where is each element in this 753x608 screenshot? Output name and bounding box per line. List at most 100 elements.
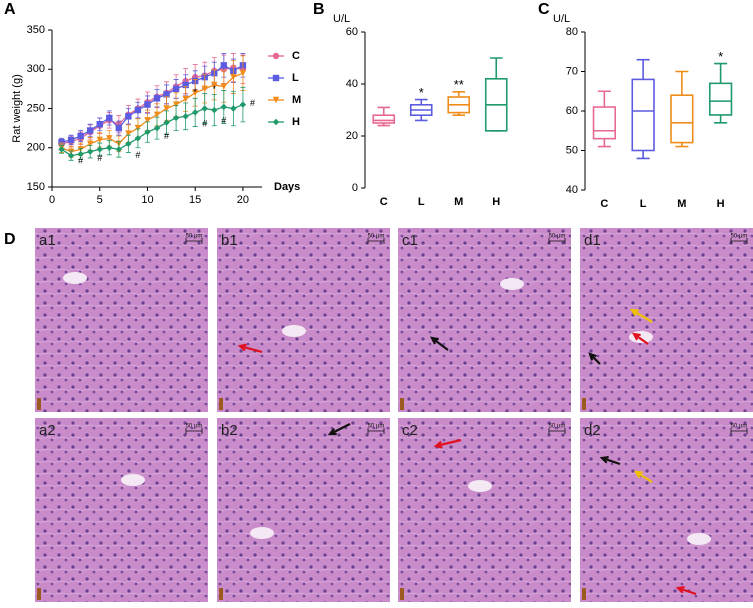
point <box>96 136 103 144</box>
y-tick-label: 350 <box>27 24 45 36</box>
y-axis-title: U/L <box>553 13 570 25</box>
vessel <box>500 278 524 290</box>
box <box>372 114 396 124</box>
point <box>86 127 94 134</box>
point <box>272 52 280 60</box>
corner-mark <box>582 588 586 600</box>
point <box>77 132 84 140</box>
point <box>115 124 123 132</box>
point <box>182 113 189 120</box>
image-label: d2 <box>584 422 601 439</box>
whisker <box>452 91 466 116</box>
whisker <box>597 90 611 148</box>
whisker <box>377 106 391 127</box>
scale-label: 50 μm <box>186 234 203 240</box>
scale-label: 50 μm <box>549 424 566 430</box>
scale-label: 50 μm <box>368 424 385 430</box>
point <box>272 74 280 82</box>
arrow <box>430 336 449 351</box>
image-label: c2 <box>402 422 418 439</box>
point <box>220 103 228 111</box>
whisker <box>414 98 428 122</box>
scale-bar <box>730 238 748 244</box>
corner-mark <box>400 588 404 600</box>
y-tick-label: 300 <box>27 63 45 75</box>
scale-bar <box>548 238 566 244</box>
point <box>86 140 94 148</box>
annotation: # <box>250 98 255 108</box>
scale-label: 50 μm <box>731 234 748 240</box>
whisker <box>714 62 728 124</box>
panel-label: D <box>4 231 16 248</box>
image-label: d1 <box>584 232 601 249</box>
x-tick-label: C <box>600 198 608 210</box>
micrograph <box>580 228 753 412</box>
annotation: # <box>135 150 140 160</box>
vessel <box>250 527 274 539</box>
point <box>220 83 228 90</box>
x-tick-label: H <box>492 196 500 208</box>
point <box>272 96 280 104</box>
point <box>58 146 65 153</box>
box <box>670 94 694 144</box>
y-axis-title: Rat weight (g) <box>11 74 23 142</box>
point <box>134 124 142 132</box>
x-tick-label: H <box>717 198 725 210</box>
point <box>77 150 84 158</box>
annotation: # <box>221 115 226 125</box>
y-tick-label: 20 <box>346 130 358 142</box>
legend-label: M <box>292 94 301 106</box>
x-tick-label: L <box>640 198 647 210</box>
box <box>592 106 617 140</box>
x-tick-label: L <box>418 196 425 208</box>
corner-mark <box>37 398 41 410</box>
point <box>144 128 151 136</box>
point <box>144 101 151 108</box>
y-tick-label: 200 <box>27 142 45 154</box>
corner-mark <box>219 398 223 410</box>
x-tick-label: 0 <box>49 194 55 206</box>
x-axis-title: Days <box>274 181 300 193</box>
scale-label: 50 μm <box>731 424 748 430</box>
micrograph <box>398 228 571 412</box>
vessel <box>282 325 306 337</box>
point <box>239 101 247 108</box>
arrow <box>675 585 697 596</box>
x-tick-label: M <box>677 198 686 210</box>
point <box>125 130 132 137</box>
point <box>182 81 189 89</box>
annotation: # <box>164 131 169 141</box>
scale-bar <box>548 428 566 434</box>
y-tick-label: 50 <box>566 144 578 156</box>
whisker <box>636 58 650 160</box>
point <box>67 152 75 159</box>
significance: * <box>419 85 424 100</box>
corner-mark <box>582 398 586 410</box>
image-label: b2 <box>221 422 238 439</box>
micrograph <box>580 418 753 602</box>
x-tick-label: 10 <box>141 194 153 206</box>
panel-label: B <box>313 1 325 18</box>
image-label: a2 <box>39 422 56 439</box>
micrograph <box>217 228 390 412</box>
x-tick-label: 5 <box>97 194 103 206</box>
point <box>182 95 189 103</box>
image-label: b1 <box>221 232 238 249</box>
point <box>153 111 161 118</box>
point <box>144 117 151 124</box>
arrow <box>631 332 649 345</box>
annotation: # <box>97 153 102 163</box>
image-label: c1 <box>402 232 418 249</box>
point <box>172 85 180 93</box>
micrograph <box>217 418 390 602</box>
panel-label: A <box>4 1 16 18</box>
scale-bar <box>367 238 385 244</box>
image-label: a1 <box>39 232 56 249</box>
point <box>153 95 161 102</box>
point <box>191 89 199 96</box>
micrograph <box>35 418 208 602</box>
point <box>96 146 103 153</box>
point <box>86 148 94 155</box>
annotation: * <box>213 84 217 94</box>
whisker <box>675 70 689 148</box>
